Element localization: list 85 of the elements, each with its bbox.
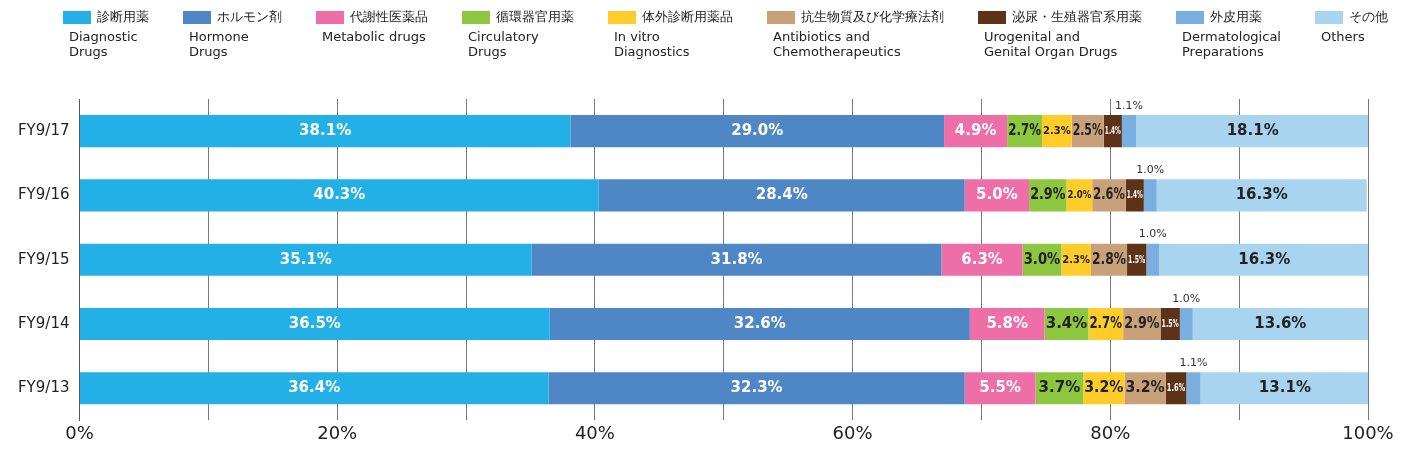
data-label: 1.1% [1115, 98, 1143, 112]
data-label: 2.3% [1043, 123, 1072, 137]
data-label: 40.3% [313, 185, 366, 204]
bar [79, 115, 571, 148]
data-label: 31.8% [710, 249, 763, 268]
y-tick-label: FY9/14 [17, 313, 70, 332]
bar [598, 179, 965, 212]
data-label: 13.1% [1258, 378, 1311, 397]
legend-label: 診断用薬 Diagnostic Drugs [69, 8, 149, 59]
data-label: 5.8% [986, 313, 1029, 332]
data-label: 35.1% [279, 249, 332, 268]
data-label: 1.4% [1104, 123, 1122, 137]
data-label: 36.5% [288, 313, 341, 332]
y-tick-label: FY9/13 [17, 378, 70, 397]
x-tick-label: 40% [574, 421, 615, 443]
legend-label: ホルモン剤 Hormone Drugs [189, 8, 282, 59]
bar [1200, 372, 1368, 405]
y-tick-label: FY9/17 [17, 121, 70, 140]
data-label: 1.5% [1128, 252, 1146, 266]
data-label: 2.6% [1093, 185, 1125, 203]
bar [1136, 115, 1368, 148]
bar [79, 372, 549, 405]
bar [1192, 307, 1368, 341]
data-label: 3.4% [1045, 313, 1088, 332]
data-label: 2.5% [1072, 121, 1103, 139]
data-label: 32.3% [730, 378, 783, 397]
bar [1156, 179, 1367, 212]
data-label: 1.6% [1166, 381, 1186, 394]
data-label: 1.5% [1161, 317, 1179, 330]
bar [1121, 115, 1137, 148]
legend-label: 代謝性医薬品 Metabolic drugs [322, 8, 428, 44]
legend-label: 体外診断用薬品 In vitro Diagnostics [614, 8, 733, 59]
data-label: 1.0% [1136, 163, 1165, 177]
data-label: 5.5% [979, 378, 1021, 397]
data-label: 16.3% [1238, 249, 1291, 268]
data-label: 32.6% [733, 313, 786, 332]
data-label: 2.7% [1089, 313, 1123, 332]
legend-label: その他 Others [1320, 8, 1388, 44]
legend-label: 外皮用薬 Dermatological Preparations [1182, 8, 1281, 59]
x-tick-label: 0% [65, 421, 94, 443]
data-label: 29.0% [731, 121, 784, 140]
bar [531, 243, 942, 276]
data-label: 2.8% [1091, 249, 1127, 267]
data-label: 3.2% [1125, 377, 1166, 396]
data-label: 1.4% [1126, 188, 1143, 201]
bar [1186, 372, 1201, 405]
legend-label: 抗生物質及び化学療法剤 Antibiotics and Chemotherapeutics [773, 8, 944, 59]
x-tick-label: 20% [317, 421, 358, 443]
bar [79, 243, 532, 276]
data-label: 1.0% [1138, 227, 1167, 241]
data-label: 3.0% [1023, 249, 1061, 267]
y-tick-label: FY9/16 [17, 185, 70, 204]
data-label: 28.4% [755, 185, 808, 204]
data-label: 2.7% [1008, 120, 1042, 139]
data-label: 1.1% [1179, 356, 1208, 370]
bar [1159, 243, 1368, 276]
data-label: 38.1% [299, 121, 352, 140]
bar [548, 372, 965, 405]
data-label: 3.2% [1084, 377, 1124, 396]
data-label: 18.1% [1226, 121, 1279, 140]
data-label: 6.3% [961, 249, 1003, 268]
bar [570, 115, 945, 148]
data-label: 2.9% [1030, 185, 1066, 203]
bar [1143, 179, 1157, 212]
data-label: 2.3% [1062, 252, 1091, 265]
data-label: 16.3% [1235, 185, 1288, 204]
bar [549, 307, 970, 341]
data-label: 2.9% [1124, 313, 1160, 332]
bar [79, 179, 599, 212]
y-tick-label: FY9/15 [17, 249, 70, 268]
data-label: 2.0% [1067, 188, 1092, 201]
data-label: 36.4% [288, 378, 341, 397]
x-tick-label: 60% [832, 421, 873, 443]
legend-label: 泌尿・生殖器官系用薬 Urogenital and Genital Organ Drugs [984, 8, 1142, 59]
bar [79, 307, 550, 341]
data-label: 4.9% [954, 121, 997, 140]
data-label: 5.0% [976, 185, 1018, 204]
data-label: 1.0% [1172, 291, 1201, 305]
data-label: 3.7% [1038, 378, 1081, 397]
bar [1146, 243, 1160, 276]
legend-label: 循環器官用薬 Circulatory Drugs [468, 8, 574, 59]
data-label: 13.6% [1254, 313, 1307, 332]
x-tick-label: 100% [1342, 421, 1394, 443]
x-tick-label: 80% [1090, 421, 1131, 443]
bar [1179, 307, 1193, 341]
